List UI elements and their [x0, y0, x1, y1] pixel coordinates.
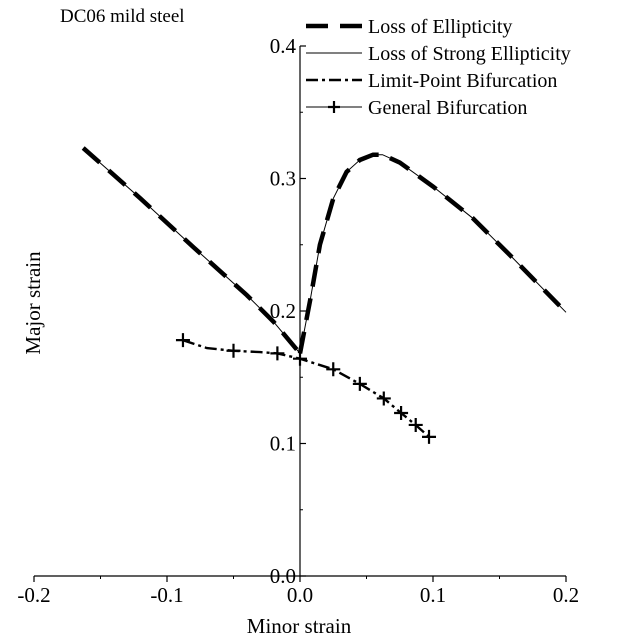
- plus-marker: [408, 417, 423, 432]
- plus-marker: [422, 429, 437, 444]
- plus-marker: [293, 351, 307, 366]
- x-tick-label: 0.0: [287, 583, 313, 607]
- legend: Loss of Ellipticity Loss of Strong Ellipt…: [306, 16, 571, 119]
- plot-area: [81, 146, 568, 444]
- x-tick-label: -0.2: [17, 583, 50, 607]
- x-tick-label: 0.2: [553, 583, 579, 607]
- legend-label: Limit-Point Bifurcation: [368, 70, 557, 92]
- plus-marker: [352, 376, 367, 391]
- y-tick-label: 0.3: [270, 167, 296, 191]
- series-line: [182, 339, 430, 438]
- x-tick-label: -0.1: [150, 583, 183, 607]
- x-tick-label: 0.1: [420, 583, 446, 607]
- plus-marker: [328, 101, 340, 113]
- y-tick-label: 0.4: [270, 34, 297, 58]
- legend-label: Loss of Ellipticity: [368, 16, 512, 38]
- chart-title: DC06 mild steel: [60, 6, 185, 27]
- series-2: [182, 339, 430, 438]
- axes: -0.2 -0.1 0.0 0.1 0.2 0.0 0.1 0.2 0.3 0.4: [17, 34, 579, 607]
- plus-marker: [376, 391, 391, 406]
- plus-marker: [270, 346, 285, 361]
- y-tick-label: 0.0: [270, 564, 296, 588]
- plus-marker: [394, 406, 409, 421]
- plus-marker: [175, 333, 190, 348]
- legend-label: Loss of Strong Ellipticity: [368, 43, 571, 65]
- plus-marker: [326, 362, 341, 377]
- plus-marker: [226, 343, 241, 358]
- series-3: [175, 333, 437, 444]
- series-line: [81, 146, 302, 355]
- x-axis-label: Minor strain: [247, 614, 352, 638]
- y-tick-label: 0.2: [270, 299, 296, 323]
- series-line: [82, 147, 301, 354]
- series-1: [82, 147, 567, 354]
- legend-label: General Bifurcation: [368, 97, 527, 119]
- series-0: [81, 146, 568, 355]
- y-axis-label: Major strain: [21, 251, 45, 355]
- series-line: [299, 154, 567, 354]
- y-tick-label: 0.1: [270, 432, 296, 456]
